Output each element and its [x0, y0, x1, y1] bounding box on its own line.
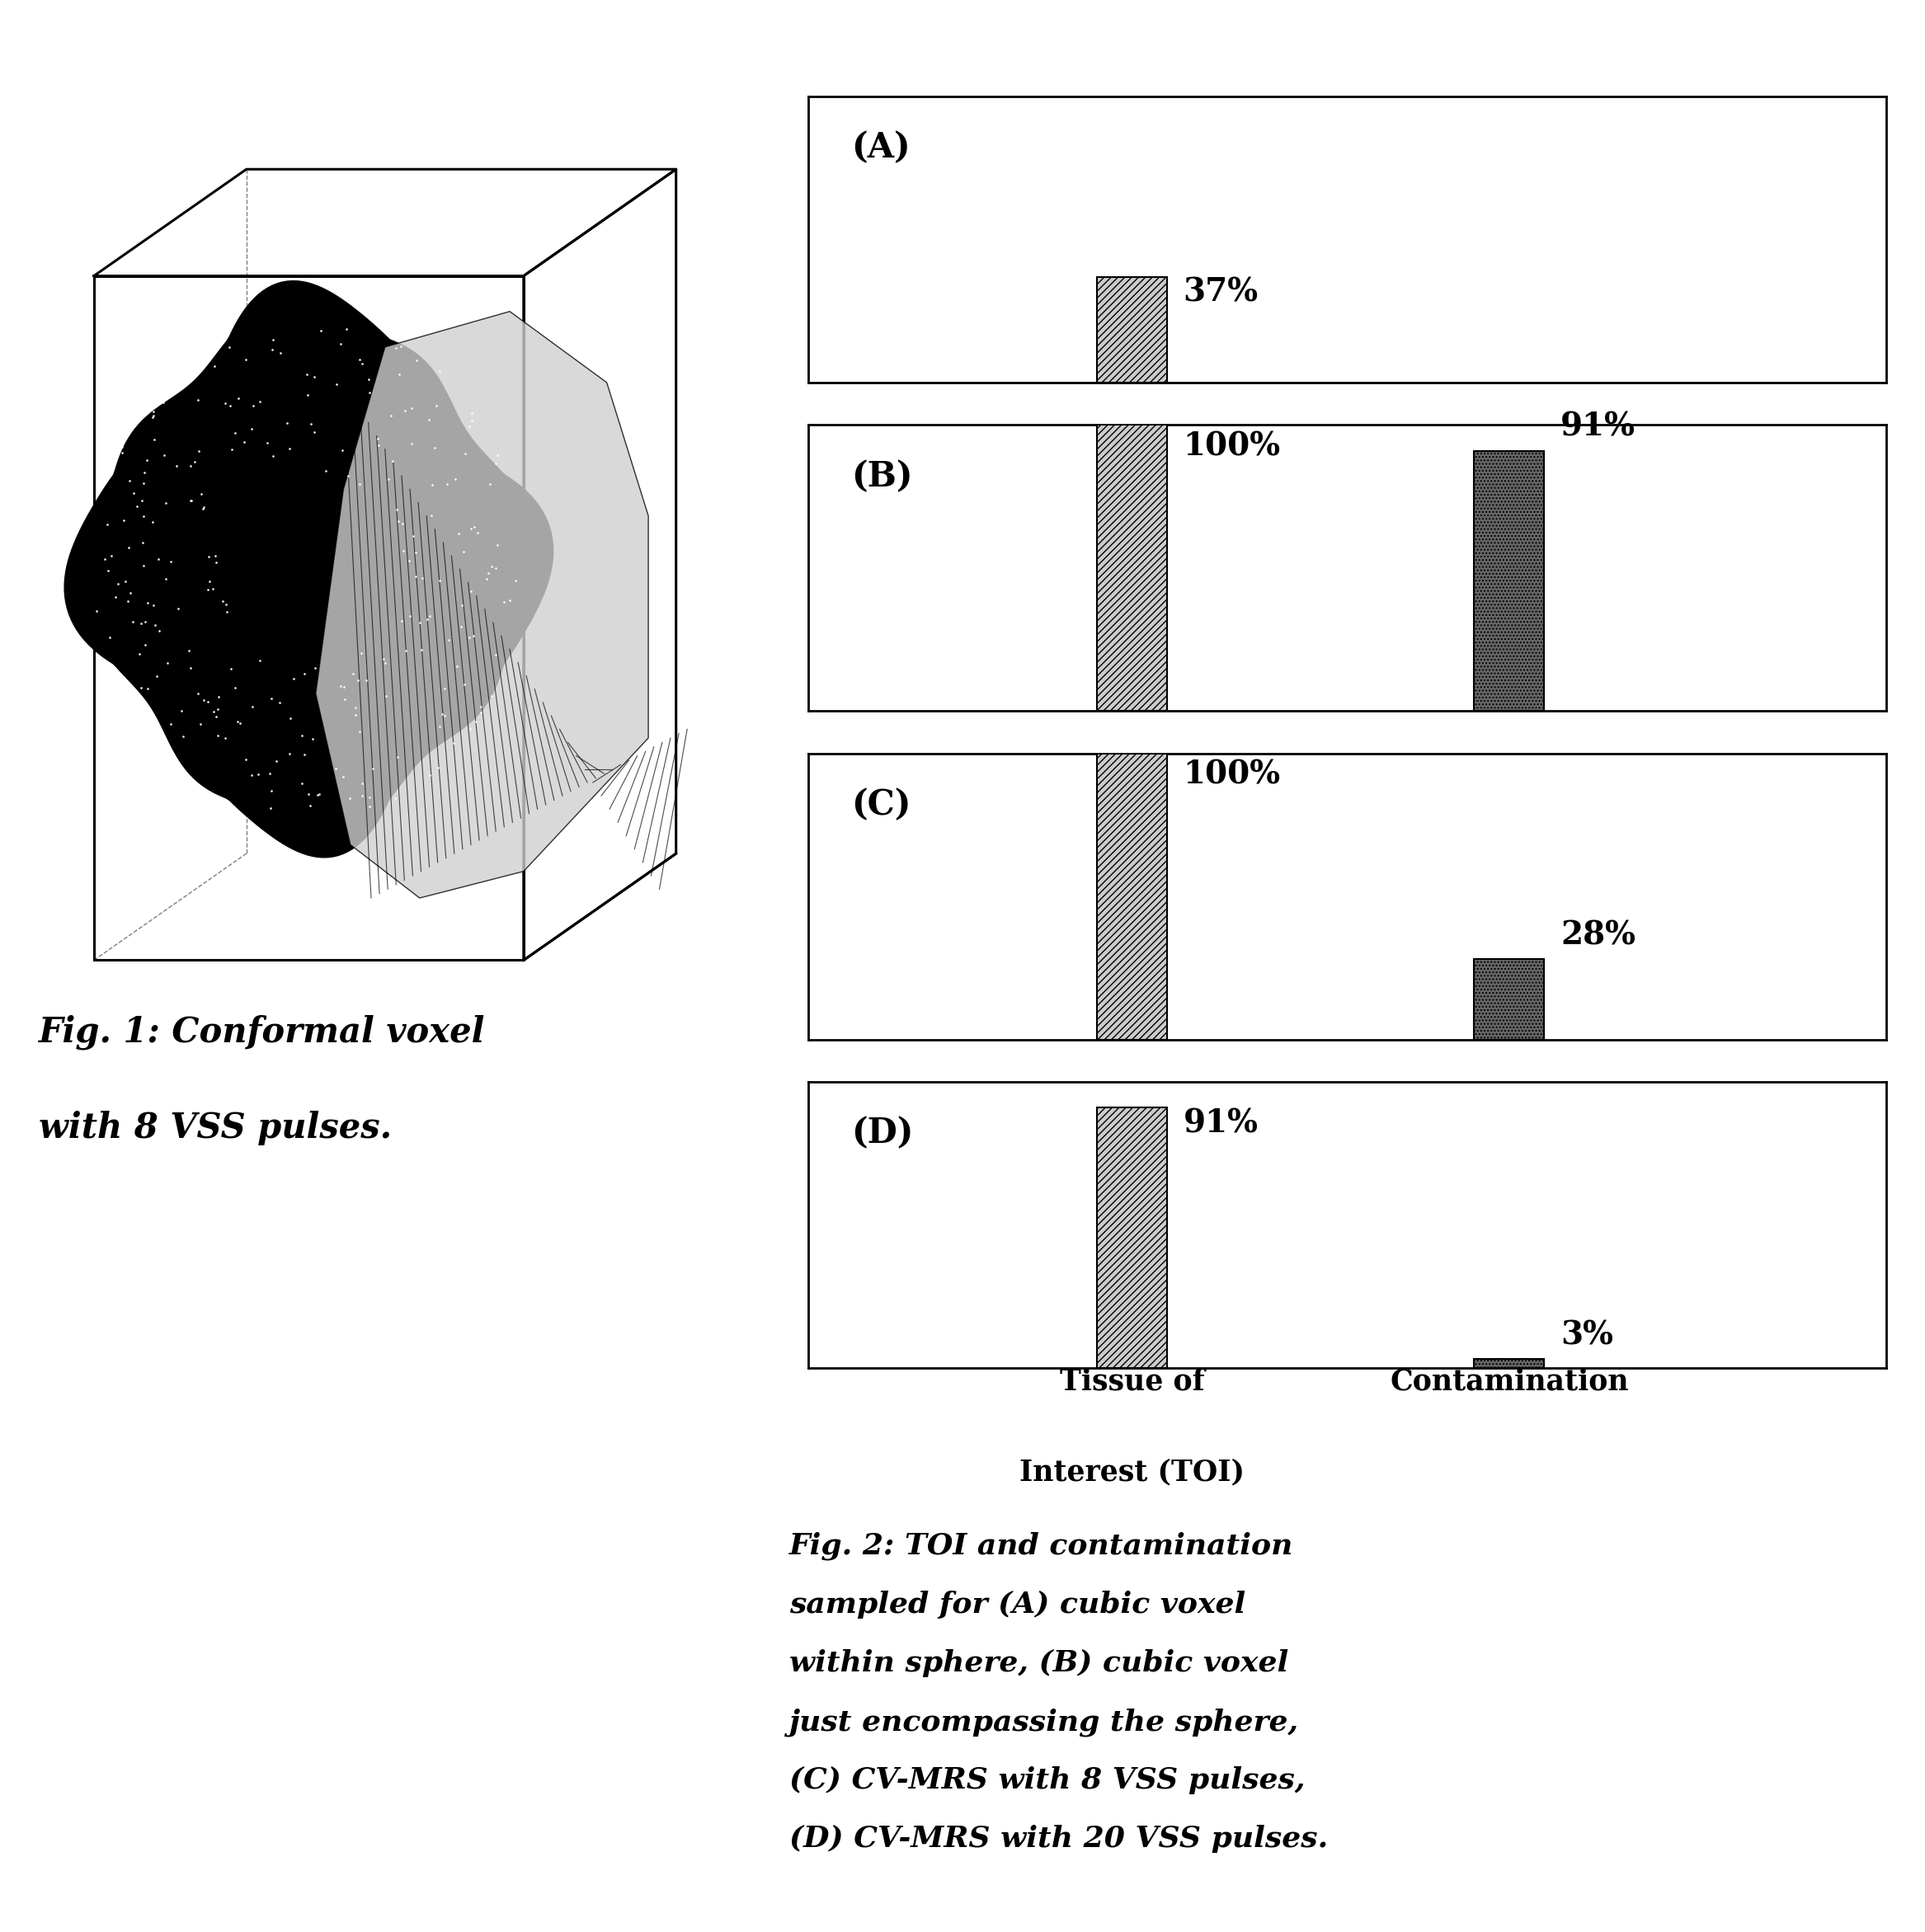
- Bar: [1475, 1360, 1544, 1368]
- Polygon shape: [316, 311, 649, 898]
- Text: (D) CV-MRS with 20 VSS pulses.: (D) CV-MRS with 20 VSS pulses.: [789, 1826, 1328, 1853]
- Text: (A): (A): [851, 131, 911, 166]
- Text: (C) CV-MRS with 8 VSS pulses,: (C) CV-MRS with 8 VSS pulses,: [789, 1766, 1305, 1795]
- Text: Fig. 1: Conformal voxel: Fig. 1: Conformal voxel: [38, 1014, 485, 1049]
- Text: 100%: 100%: [1184, 431, 1280, 462]
- Text: Tissue of: Tissue of: [1059, 1368, 1205, 1397]
- Bar: [1097, 276, 1167, 383]
- Bar: [1475, 960, 1544, 1039]
- Text: (C): (C): [851, 788, 911, 823]
- Bar: [1475, 450, 1544, 711]
- Text: (D): (D): [851, 1117, 914, 1151]
- Text: Fig. 2: TOI and contamination: Fig. 2: TOI and contamination: [789, 1532, 1294, 1561]
- Bar: [1097, 425, 1167, 711]
- Bar: [1097, 1107, 1167, 1368]
- Polygon shape: [64, 280, 552, 858]
- Text: 28%: 28%: [1561, 920, 1636, 951]
- Text: within sphere, (B) cubic voxel: within sphere, (B) cubic voxel: [789, 1650, 1288, 1677]
- Text: Contamination: Contamination: [1390, 1368, 1629, 1397]
- Text: (B): (B): [851, 460, 912, 495]
- Text: sampled for (A) cubic voxel: sampled for (A) cubic voxel: [789, 1590, 1245, 1619]
- Text: 37%: 37%: [1184, 276, 1259, 307]
- Text: just encompassing the sphere,: just encompassing the sphere,: [789, 1708, 1299, 1737]
- Text: with 8 VSS pulses.: with 8 VSS pulses.: [38, 1111, 391, 1146]
- Bar: [1097, 753, 1167, 1039]
- Text: 91%: 91%: [1184, 1107, 1259, 1140]
- Text: 91%: 91%: [1561, 412, 1636, 442]
- Text: 100%: 100%: [1184, 759, 1280, 790]
- Text: 3%: 3%: [1561, 1320, 1613, 1350]
- Text: Interest (TOI): Interest (TOI): [1020, 1459, 1244, 1486]
